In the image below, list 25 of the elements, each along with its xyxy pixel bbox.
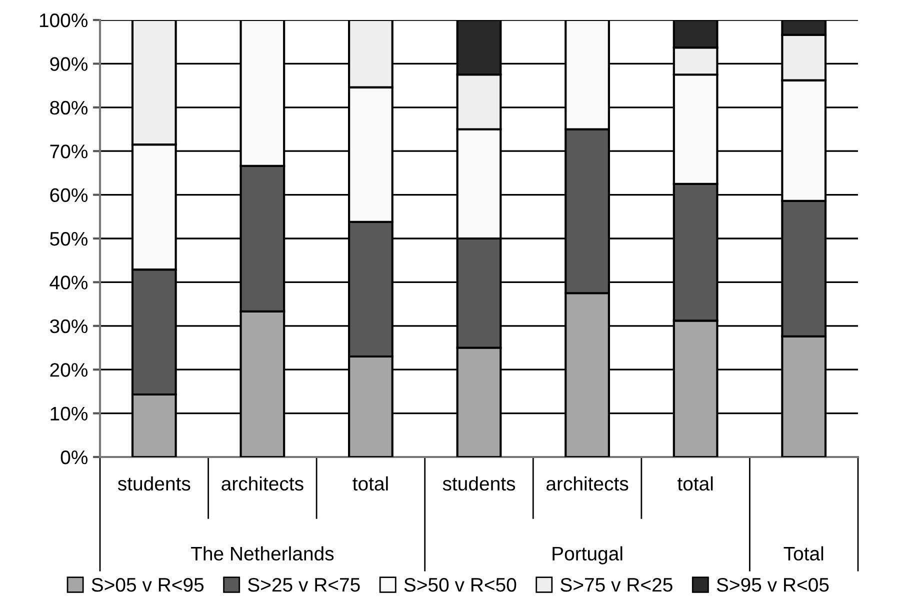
text: Total: [784, 546, 824, 561]
y-tick-label: 80%: [50, 100, 88, 115]
y-tick-label: 10%: [50, 406, 88, 421]
legend-label: S>95 v R<05: [716, 578, 829, 592]
legend-label: S>50 v R<50: [404, 578, 516, 592]
y-tick-label: 100%: [40, 13, 88, 28]
text: The Netherlands: [190, 546, 334, 561]
y-tick-label: 0%: [60, 450, 88, 464]
x-tick-label: students: [118, 476, 190, 491]
y-tick-label: 90%: [50, 57, 88, 71]
y-tick-label: 40%: [50, 276, 88, 290]
legend-label: S>05 v R<95: [92, 578, 204, 592]
y-tick-label: 60%: [50, 188, 88, 202]
y-tick-label: 20%: [50, 363, 88, 377]
legend-label: S>25 v R<75: [248, 578, 360, 592]
text: Portugal: [552, 546, 622, 564]
x-tick-label: total: [352, 476, 388, 491]
y-tick-label: 70%: [50, 144, 88, 158]
x-tick-label: architects: [222, 476, 304, 491]
x-tick-label: students: [442, 476, 516, 491]
x-tick-label: total: [677, 476, 713, 491]
y-tick-label: 50%: [50, 232, 88, 246]
legend-label: S>75 v R<25: [560, 578, 672, 592]
y-tick-label: 30%: [50, 319, 88, 334]
x-tick-label: architects: [546, 476, 628, 491]
